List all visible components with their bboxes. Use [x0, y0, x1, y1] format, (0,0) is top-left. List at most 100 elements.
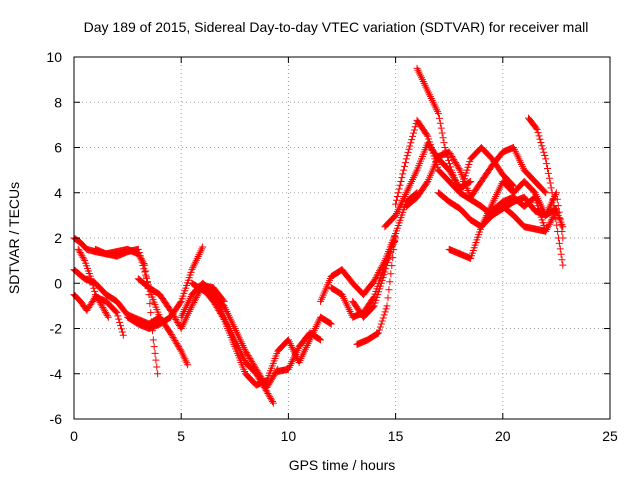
- data-point: [377, 320, 385, 328]
- data-point: [176, 299, 184, 307]
- data-point: [552, 215, 560, 223]
- data-point: [398, 174, 406, 182]
- data-point: [138, 258, 146, 266]
- y-tick-label: -6: [50, 411, 63, 427]
- data-point: [315, 335, 323, 343]
- data-point: [437, 124, 445, 132]
- x-tick-label: 15: [388, 428, 404, 444]
- data-point: [436, 119, 444, 127]
- data-point: [137, 255, 145, 263]
- data-point: [383, 302, 391, 310]
- data-point: [316, 335, 324, 343]
- axis-ticks: [73, 56, 611, 420]
- data-point: [390, 246, 398, 254]
- data-point: [454, 163, 462, 171]
- data-point: [548, 189, 556, 197]
- data-point: [372, 274, 380, 282]
- data-point: [168, 309, 176, 317]
- data-point: [553, 221, 561, 229]
- data-point: [406, 142, 414, 150]
- data-point: [386, 249, 394, 257]
- x-axis-label: GPS time / hours: [289, 457, 396, 473]
- data-point: [434, 110, 442, 118]
- data-point: [257, 373, 265, 381]
- data-point: [142, 271, 150, 279]
- series-track-6: [124, 243, 207, 332]
- data-point: [435, 114, 443, 122]
- data-point: [173, 317, 181, 325]
- data-point: [548, 215, 556, 223]
- data-point: [90, 284, 98, 292]
- data-point: [533, 125, 541, 133]
- data-point: [268, 398, 276, 406]
- data-point: [537, 138, 545, 146]
- data-point: [134, 245, 142, 253]
- data-point: [423, 179, 431, 187]
- data-point: [549, 195, 557, 203]
- data-point: [385, 252, 393, 260]
- y-tick-labels: -6 -4 -2 0 2 4 6 8 10: [46, 49, 62, 427]
- data-point: [249, 359, 257, 367]
- data-point: [174, 341, 182, 349]
- data-point: [326, 319, 334, 327]
- data-point: [87, 275, 95, 283]
- data-point: [143, 274, 151, 282]
- data-point: [117, 325, 125, 333]
- data-point: [449, 154, 457, 162]
- data-point: [546, 179, 554, 187]
- y-tick-label: 4: [54, 185, 62, 201]
- data-point: [250, 361, 258, 369]
- data-point: [172, 338, 180, 346]
- data-point: [411, 123, 419, 131]
- x-tick-label: 0: [70, 428, 78, 444]
- data-point: [267, 376, 275, 384]
- data-point: [166, 329, 174, 337]
- x-tick-label: 10: [281, 428, 297, 444]
- data-point: [242, 349, 250, 357]
- data-point: [216, 308, 224, 316]
- data-point: [117, 322, 125, 330]
- data-point: [440, 139, 448, 147]
- data-point: [392, 200, 400, 208]
- data-point: [259, 377, 267, 385]
- data-point: [395, 185, 403, 193]
- series-track-11: [263, 313, 335, 385]
- data-point: [376, 323, 384, 331]
- data-point: [265, 380, 273, 388]
- data-point: [116, 318, 124, 326]
- data-point: [175, 320, 183, 328]
- data-point: [451, 157, 459, 165]
- data-point: [193, 292, 201, 300]
- data-point: [539, 145, 547, 153]
- grid-lines: [74, 57, 610, 419]
- data-point: [393, 193, 401, 201]
- data-point: [215, 306, 223, 314]
- data-point: [251, 364, 259, 372]
- data-point: [184, 361, 192, 369]
- data-point: [555, 239, 563, 247]
- data-point: [378, 317, 386, 325]
- data-point: [258, 374, 266, 382]
- data-point: [211, 300, 219, 308]
- data-point: [391, 238, 399, 246]
- data-point: [371, 275, 379, 283]
- data-point: [191, 295, 199, 303]
- data-point: [388, 242, 396, 250]
- data-point: [549, 214, 557, 222]
- data-point: [441, 144, 449, 151]
- data-point: [169, 334, 177, 342]
- data-point: [191, 297, 199, 305]
- data-point: [103, 312, 111, 320]
- data-point: [381, 268, 389, 276]
- data-point: [543, 224, 551, 232]
- data-point: [404, 148, 412, 156]
- data-point: [555, 234, 563, 242]
- x-tick-label: 20: [495, 428, 511, 444]
- data-point: [453, 162, 461, 170]
- data-point: [559, 223, 567, 231]
- data-point: [409, 129, 417, 137]
- data-point: [379, 314, 387, 322]
- data-point: [154, 370, 162, 378]
